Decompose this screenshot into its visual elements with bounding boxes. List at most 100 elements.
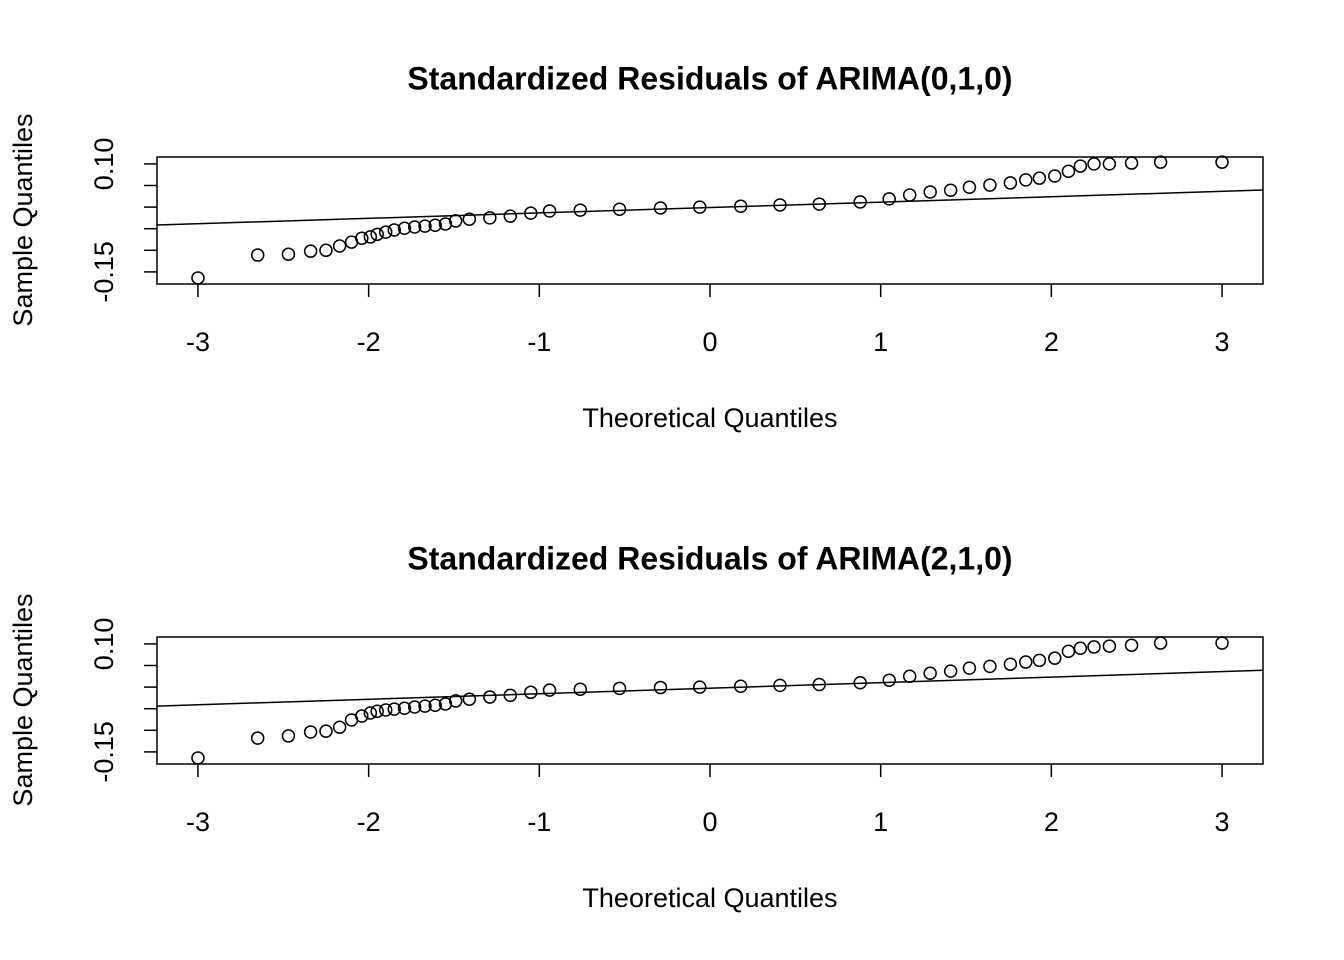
point (902, 188, 917, 202)
point (387, 223, 401, 237)
point (1032, 171, 1047, 185)
point (573, 682, 588, 697)
point (1003, 657, 1018, 671)
point (983, 659, 997, 674)
point (773, 198, 787, 212)
point (483, 211, 497, 225)
point (250, 731, 265, 745)
point (923, 666, 937, 681)
point (902, 669, 917, 684)
point (812, 197, 826, 211)
point (653, 680, 668, 695)
point (355, 231, 369, 245)
point (1032, 653, 1047, 668)
point (733, 679, 748, 693)
x-tick-label: -2 (357, 327, 381, 357)
point (378, 225, 393, 239)
point (418, 699, 432, 713)
point (448, 214, 463, 228)
point (733, 199, 748, 213)
point (573, 203, 588, 217)
chart-title: Standardized Residuals of ARIMA(2,1,0) (407, 540, 1012, 576)
point (281, 247, 296, 261)
point (1061, 164, 1076, 179)
point (542, 683, 557, 697)
point (428, 698, 442, 713)
point (332, 720, 347, 735)
y-tick-label: -0.15 (89, 721, 119, 783)
point (693, 680, 707, 694)
point (962, 661, 977, 675)
y-axis-title: Sample Quantiles (8, 113, 38, 326)
x-tick-label: -2 (357, 807, 381, 837)
point (319, 243, 333, 258)
y-tick-label: 0.10 (89, 618, 119, 671)
x-tick-label: -1 (527, 807, 551, 837)
point (1048, 651, 1062, 665)
x-tick-label: 2 (1044, 327, 1059, 357)
point (191, 751, 205, 765)
point (1153, 155, 1168, 169)
x-tick-label: 3 (1215, 327, 1230, 357)
point (882, 192, 896, 206)
point (1003, 176, 1018, 190)
x-axis-title: Theoretical Quantiles (582, 883, 837, 913)
point (1073, 641, 1088, 655)
point (438, 697, 453, 711)
point (397, 701, 412, 716)
point (1215, 155, 1229, 169)
point (303, 725, 318, 739)
point (303, 244, 318, 258)
point (191, 271, 205, 285)
point (524, 685, 538, 700)
point (438, 217, 453, 231)
point (693, 200, 707, 214)
point (943, 183, 958, 198)
point (370, 227, 384, 242)
point (397, 221, 412, 236)
point (1087, 157, 1101, 171)
reference-line (157, 669, 1263, 707)
point (1087, 640, 1101, 654)
point (1019, 173, 1033, 187)
point (355, 709, 369, 723)
point (524, 206, 538, 220)
x-tick-label: -3 (186, 327, 210, 357)
point (319, 724, 333, 738)
x-tick-label: 2 (1044, 807, 1059, 837)
point (407, 220, 422, 234)
point (612, 202, 627, 217)
point (250, 248, 265, 262)
point (428, 218, 442, 233)
point (418, 219, 432, 233)
point (983, 178, 997, 192)
point (812, 677, 826, 692)
point (1102, 639, 1117, 653)
point (1124, 156, 1139, 170)
point (1019, 655, 1033, 669)
point (448, 694, 463, 708)
point (1048, 169, 1062, 183)
x-tick-label: -1 (527, 327, 551, 357)
x-tick-label: -3 (186, 807, 210, 837)
point (962, 180, 977, 194)
point (612, 681, 627, 696)
point (503, 209, 518, 223)
y-tick-label: 0.10 (89, 138, 119, 191)
point (483, 690, 497, 704)
point (462, 212, 477, 226)
point (332, 239, 347, 253)
x-tick-label: 1 (873, 807, 888, 837)
x-tick-label: 1 (873, 327, 888, 357)
point (503, 688, 518, 703)
point (923, 185, 937, 199)
point (363, 230, 378, 244)
point (1215, 636, 1229, 650)
point (1153, 636, 1168, 650)
point (363, 706, 378, 720)
x-tick-label: 3 (1215, 807, 1230, 837)
reference-line (157, 189, 1263, 226)
point (387, 702, 401, 716)
